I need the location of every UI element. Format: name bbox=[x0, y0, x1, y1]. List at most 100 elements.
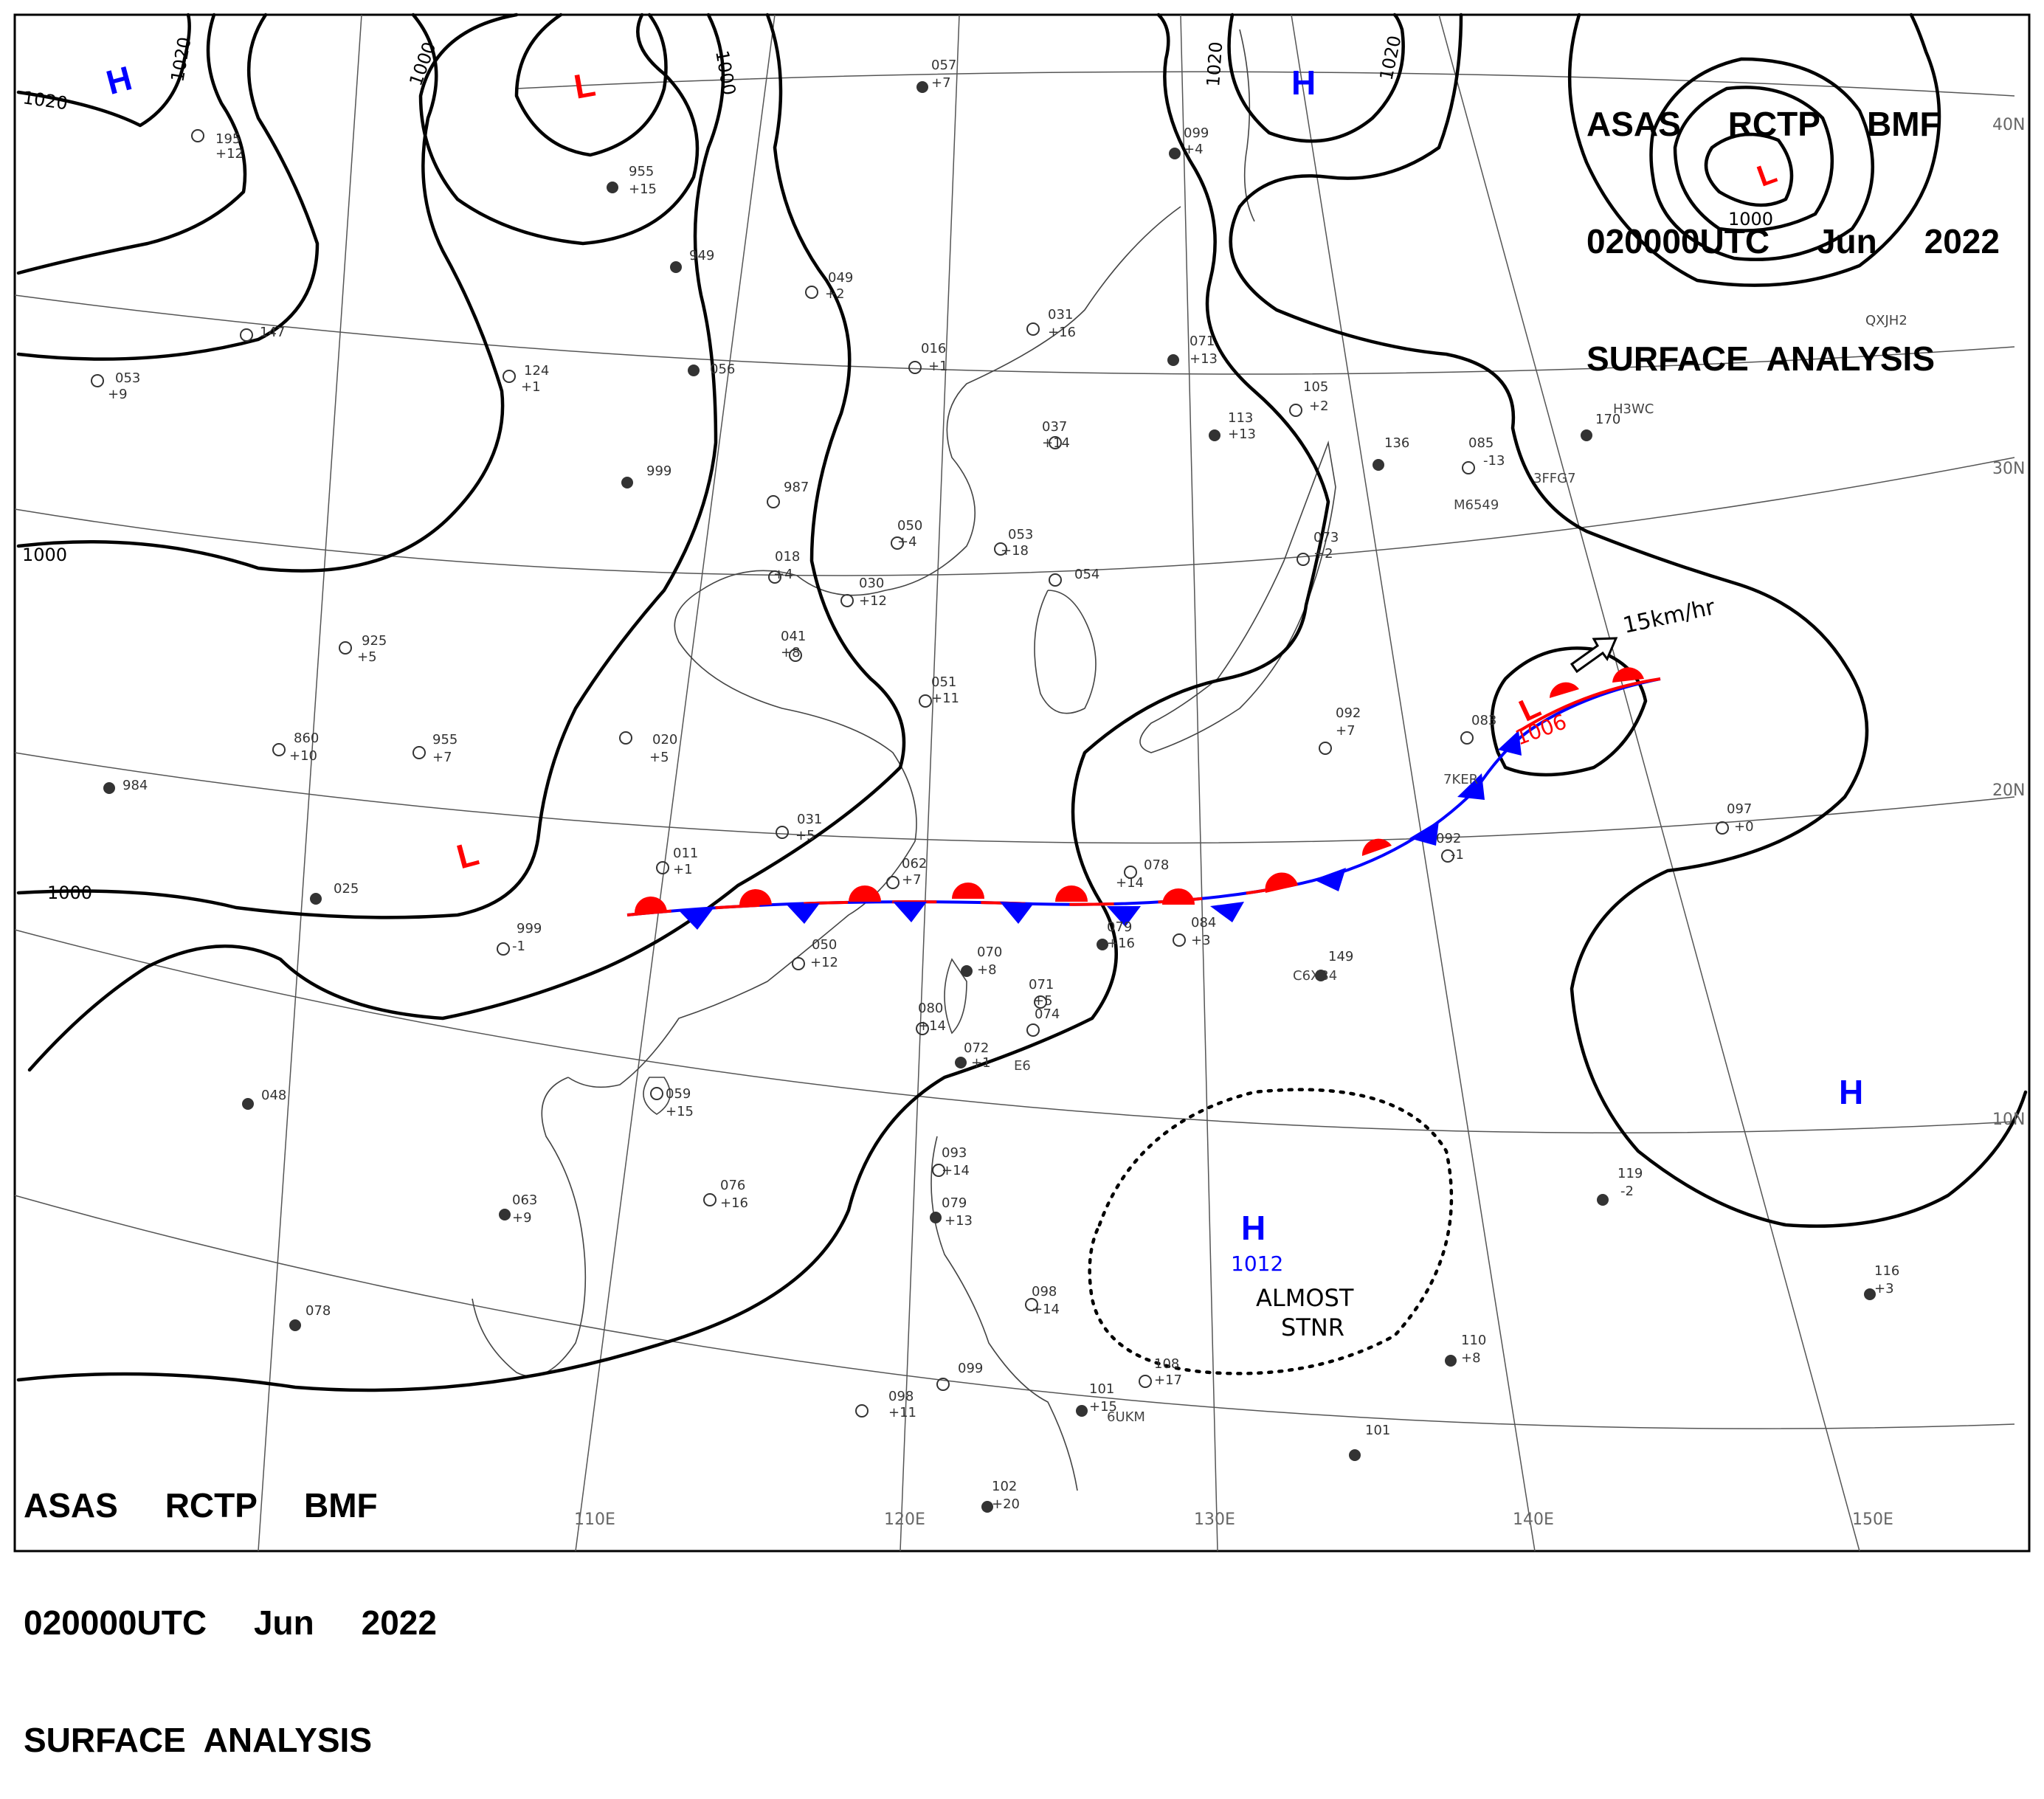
station-tendency: -1 bbox=[512, 939, 525, 954]
station-pressure: 078 bbox=[1144, 857, 1169, 873]
isobar-label: 1000 bbox=[1728, 209, 1773, 229]
station-pressure: 092 bbox=[1336, 705, 1361, 721]
isobar-label: 1012 bbox=[1231, 1251, 1283, 1276]
warm-front-symbol bbox=[849, 885, 881, 902]
coastline-china bbox=[567, 206, 1181, 1088]
ship-id: QXJH2 bbox=[1865, 313, 1907, 328]
latitude-label: 10N bbox=[1992, 1111, 2025, 1129]
station-plot: 025 bbox=[310, 881, 359, 905]
cold-front-symbol bbox=[893, 902, 927, 922]
station-plot: 999-1 bbox=[497, 921, 542, 956]
station-plot: 031+5 bbox=[776, 812, 822, 843]
station-plot: 049+2 bbox=[805, 270, 853, 302]
station-tendency: +5 bbox=[357, 649, 377, 665]
station-tendency: +20 bbox=[992, 1496, 1020, 1512]
stationary-note-line1: ALMOST bbox=[1256, 1284, 1354, 1312]
station-pressure: 105 bbox=[1303, 379, 1328, 395]
station-tendency: +2 bbox=[825, 286, 845, 302]
station-pressure: 170 bbox=[1595, 412, 1620, 427]
station-plot: 048 bbox=[242, 1088, 286, 1110]
isobar-label: 1000 bbox=[47, 883, 92, 903]
station-tendency: +11 bbox=[888, 1405, 916, 1420]
cold-front-symbol bbox=[1409, 821, 1439, 846]
station-plot: 085-13 bbox=[1462, 435, 1505, 474]
station-pressure: 999 bbox=[517, 921, 542, 936]
station-pressure: 149 bbox=[1328, 949, 1353, 964]
station-pressure: 102 bbox=[992, 1479, 1017, 1494]
station-pressure: 860 bbox=[294, 731, 319, 746]
station-plot: 030+12 bbox=[840, 576, 887, 609]
station-plot: 062+7 bbox=[886, 856, 927, 889]
isobar-nw-2 bbox=[16, 13, 320, 361]
station-plot: 083 bbox=[1460, 713, 1496, 745]
high-pressure-center: H bbox=[1241, 1209, 1266, 1247]
station-tendency: +14 bbox=[1032, 1302, 1060, 1317]
station-pressure: 078 bbox=[305, 1303, 331, 1319]
station-plot: 092+7 bbox=[1319, 705, 1361, 755]
cold-front-symbol bbox=[1313, 868, 1346, 891]
station-pressure: 097 bbox=[1727, 801, 1752, 817]
map-border bbox=[13, 13, 2031, 1553]
station-pressure: 016 bbox=[921, 341, 946, 356]
station-plot: 054 bbox=[1049, 567, 1099, 587]
station-tendency: -2 bbox=[1620, 1184, 1634, 1199]
graticule bbox=[14, 14, 2015, 1552]
parallel-line bbox=[14, 752, 2015, 844]
latitude-label: 40N bbox=[1992, 116, 2025, 134]
station-plot: 101 bbox=[1349, 1423, 1390, 1461]
station-tendency: +7 bbox=[931, 75, 951, 91]
station-tendency: +9 bbox=[108, 387, 128, 402]
isobar-north-low-2 bbox=[1673, 86, 1834, 232]
station-tendency: +5 bbox=[795, 828, 815, 843]
station-plot: 098+11 bbox=[855, 1389, 916, 1420]
station-pressure: 025 bbox=[334, 881, 359, 897]
station-tendency: +8 bbox=[781, 645, 801, 660]
station-pressure: 098 bbox=[888, 1389, 914, 1404]
station-tendency: +14 bbox=[918, 1018, 946, 1034]
header-line-source: ASAS RCTP BMF bbox=[1586, 105, 1941, 143]
station-plot: 053+9 bbox=[91, 370, 140, 402]
station-pressure: 059 bbox=[666, 1086, 691, 1102]
isobar-1000-north-low-1 bbox=[1704, 132, 1794, 207]
warm-front-symbol bbox=[1055, 885, 1088, 902]
ship-id: E6 bbox=[1014, 1058, 1031, 1074]
station-plot: 149 bbox=[1315, 949, 1353, 981]
station-pressure: 955 bbox=[432, 732, 458, 747]
station-pressure: 195 bbox=[215, 131, 241, 147]
station-pressure: 030 bbox=[859, 576, 884, 591]
header-line-time: 020000UTC Jun 2022 bbox=[24, 1603, 437, 1642]
station-plot: 099 bbox=[936, 1361, 983, 1391]
warm-front-symbol bbox=[952, 883, 984, 899]
station-pressure: 079 bbox=[1107, 919, 1132, 935]
parallel-line bbox=[14, 457, 2015, 576]
station-pressure: 062 bbox=[902, 856, 927, 871]
station-plot: 093+14 bbox=[932, 1145, 970, 1178]
meridian-line bbox=[1291, 14, 1536, 1552]
station-tendency: +16 bbox=[1048, 325, 1076, 340]
warm-front-symbol bbox=[739, 888, 772, 906]
station-pressure: 011 bbox=[673, 846, 698, 861]
station-tendency: +14 bbox=[942, 1163, 970, 1178]
station-plot: 147 bbox=[240, 325, 285, 342]
station-pressure: 048 bbox=[261, 1088, 286, 1103]
header-line-source: ASAS RCTP BMF bbox=[24, 1486, 378, 1525]
station-plot: 016+1 bbox=[908, 341, 948, 374]
cold-front-symbol bbox=[1498, 731, 1522, 756]
station-pressure: 072 bbox=[964, 1040, 989, 1056]
station-tendency: +3 bbox=[1191, 933, 1211, 948]
station-plot: 099+4 bbox=[1169, 125, 1209, 159]
station-plot: 078+14 bbox=[1116, 857, 1169, 891]
station-tendency: +2 bbox=[1313, 546, 1333, 562]
isobar-north-low-3 bbox=[1649, 57, 1875, 261]
station-plot: 037+14 bbox=[1042, 419, 1070, 451]
movement-arrow-icon bbox=[1570, 637, 1618, 674]
ship-id: 7KER bbox=[1443, 772, 1478, 787]
station-plot: 116+3 bbox=[1864, 1263, 1899, 1300]
station-tendency: +1 bbox=[521, 379, 541, 395]
station-plot: 076+16 bbox=[703, 1178, 748, 1211]
cold-front-symbol bbox=[679, 909, 713, 930]
station-plot: 074 bbox=[1026, 1006, 1060, 1037]
latitude-label: 30N bbox=[1992, 460, 2025, 478]
station-plot: 195+12 bbox=[191, 129, 244, 162]
station-plot: 119-2 bbox=[1597, 1166, 1643, 1206]
